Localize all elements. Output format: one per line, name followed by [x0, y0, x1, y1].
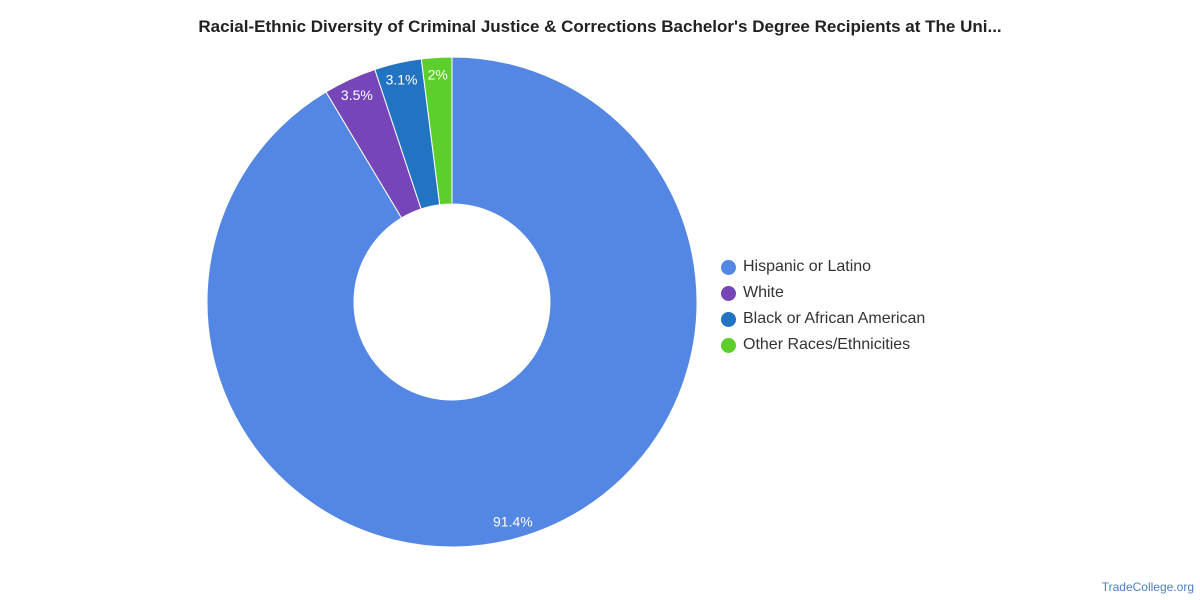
- legend-swatch-icon: [721, 311, 736, 327]
- legend-item-hispanic-or-latino[interactable]: Hispanic or Latino: [721, 254, 925, 280]
- watermark-link[interactable]: TradeCollege.org: [1101, 580, 1194, 594]
- chart-legend: Hispanic or Latino White Black or Africa…: [721, 254, 925, 358]
- slice-hispanic-or-latino[interactable]: [206, 56, 698, 548]
- legend-label: Other Races/Ethnicities: [743, 336, 911, 353]
- legend-swatch-icon: [721, 285, 736, 301]
- legend-item-other-races-ethnicities[interactable]: Other Races/Ethnicities: [721, 332, 925, 358]
- chart-title: Racial-Ethnic Diversity of Criminal Just…: [198, 17, 1002, 36]
- legend-swatch-icon: [721, 337, 736, 353]
- legend-label: White: [743, 284, 784, 301]
- slice-label-other-races-ethnicities: 2%: [428, 66, 448, 82]
- legend-item-white[interactable]: White: [721, 280, 925, 306]
- legend-swatch-icon: [721, 259, 736, 275]
- legend-label: Hispanic or Latino: [743, 258, 872, 275]
- slice-other-races-ethnicities[interactable]: [420, 56, 453, 206]
- slice-label-black-or-african-american: 3.1%: [386, 72, 418, 88]
- slice-label-hispanic-or-latino: 91.4%: [493, 514, 533, 530]
- slice-label-white: 3.5%: [341, 87, 373, 103]
- legend-label: Black or African American: [743, 310, 926, 327]
- legend-item-black-or-african-american[interactable]: Black or African American: [721, 306, 925, 332]
